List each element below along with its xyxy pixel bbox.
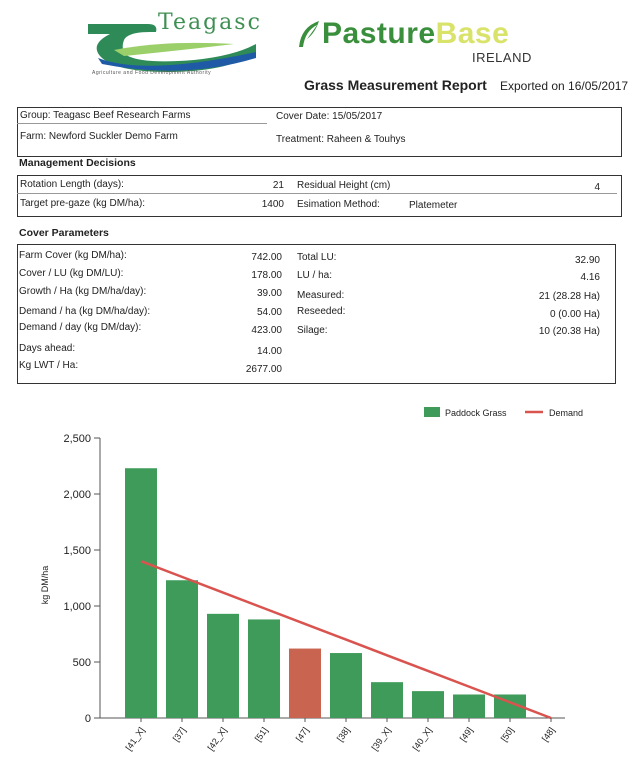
residual-height-value: 4 [594, 182, 600, 193]
group-label: Group: Teagasc Beef Research Farms [20, 110, 191, 121]
days-ahead-label: Days ahead: [19, 343, 76, 354]
bar-paddock-grass [289, 648, 321, 718]
y-tick-label: 2,000 [63, 489, 91, 501]
lu-per-ha-label: LU / ha: [297, 270, 333, 281]
measured-value: 21 (28.28 Ha) [538, 291, 600, 302]
cover-date: Cover Date: 15/05/2017 [276, 111, 383, 122]
bar-paddock-grass [166, 580, 198, 718]
x-tick-label: [51] [253, 725, 270, 743]
teagasc-logo [88, 24, 256, 72]
pasturebase-word-base: Base [435, 17, 510, 50]
residual-height-label: Residual Height (cm) [297, 180, 391, 191]
cover-parameters-heading: Cover Parameters [19, 227, 109, 239]
kg-lwt-per-ha-value: 2677.00 [245, 364, 282, 375]
target-pregraze-label: Target pre-gaze (kg DM/ha): [20, 198, 146, 209]
demand-per-ha-value: 54.00 [256, 307, 282, 318]
report-title: Grass Measurement Report [304, 77, 487, 93]
reseeded-value: 0 (0.00 Ha) [549, 309, 600, 320]
days-ahead-value: 14.00 [256, 346, 282, 357]
y-axis-label: kg DM/ha [40, 566, 50, 605]
bar-paddock-grass [371, 682, 403, 718]
bar-paddock-grass [330, 653, 362, 718]
management-heading: Management Decisions [19, 157, 136, 169]
reseeded-label: Reseeded: [297, 306, 346, 317]
bar-paddock-grass [248, 619, 280, 718]
export-date: Exported on 16/05/2017 [500, 79, 629, 93]
farm-cover-value: 742.00 [251, 252, 282, 263]
legend-label-demand: Demand [549, 408, 583, 418]
farm-label: Farm: Newford Suckler Demo Farm [20, 131, 178, 142]
rotation-length-value: 21 [272, 180, 284, 191]
kg-lwt-per-ha-label: Kg LWT / Ha: [19, 360, 79, 371]
x-tick-label: [41_X] [124, 725, 147, 752]
estimation-method-label: Esimation Method: [297, 199, 380, 210]
total-lu-label: Total LU: [297, 252, 337, 263]
pasturebase-word-pasture: Pasture [322, 17, 436, 50]
teagasc-wordmark: Teagasc [158, 10, 262, 35]
legend-swatch-grass [424, 407, 440, 417]
legend-label-grass: Paddock Grass [445, 408, 507, 418]
divider [17, 193, 617, 194]
cover-parameters-box [17, 244, 616, 384]
farm-info-box [17, 107, 622, 157]
demand-per-ha-label: Demand / ha (kg DM/ha/day): [19, 306, 151, 317]
lu-per-ha-value: 4.16 [580, 272, 600, 283]
bar-paddock-grass [125, 468, 157, 718]
x-tick-label: [49] [458, 725, 475, 743]
pasturebase-leaf-icon [299, 21, 319, 47]
x-tick-label: [50] [499, 725, 516, 743]
growth-per-ha-value: 39.00 [256, 288, 282, 299]
x-tick-label: [38] [335, 725, 352, 743]
demand-line [140, 560, 552, 720]
y-tick-label: 1,500 [63, 545, 91, 557]
x-tick-label: [47] [294, 725, 311, 743]
target-pregraze-value: 1400 [261, 199, 284, 210]
paddock-cover-chart: Paddock Grass Demand kg DM/ha 0 500 1,000 1… [40, 407, 583, 752]
y-tick-label: 2,500 [63, 433, 91, 445]
rotation-length-label: Rotation Length (days): [20, 179, 124, 190]
bar-paddock-grass [453, 694, 485, 718]
cover-per-lu-label: Cover / LU (kg DM/LU): [19, 268, 124, 279]
x-tick-label: [42_X] [206, 725, 229, 752]
pasturebase-wordmark: PastureBase [322, 17, 509, 51]
demand-per-day-value: 423.00 [251, 325, 282, 336]
cover-per-lu-value: 178.00 [251, 270, 282, 281]
y-tick-label: 500 [73, 657, 91, 669]
x-tick-label: [39_X] [370, 725, 393, 752]
measured-label: Measured: [297, 290, 345, 301]
estimation-method-value: Platemeter [409, 200, 458, 211]
bar-paddock-grass [207, 613, 239, 718]
growth-per-ha-label: Growth / Ha (kg DM/ha/day): [19, 286, 147, 297]
teagasc-tagline: Agriculture and Food Development Authori… [92, 70, 212, 76]
y-tick-label: 1,000 [63, 601, 91, 613]
farm-cover-label: Farm Cover (kg DM/ha): [19, 250, 127, 261]
x-tick-label: [48] [540, 725, 557, 743]
management-box [17, 175, 622, 217]
demand-per-day-label: Demand / day (kg DM/day): [19, 322, 142, 333]
total-lu-value: 32.90 [574, 255, 600, 266]
x-tick-label: [37] [171, 725, 188, 743]
silage-label: Silage: [297, 325, 328, 336]
silage-value: 10 (20.38 Ha) [538, 326, 600, 337]
treatment-label: Treatment: Raheen & Touhys [276, 134, 406, 145]
bar-paddock-grass [412, 691, 444, 718]
x-tick-label: [40_X] [411, 725, 434, 752]
divider [17, 123, 267, 124]
pasturebase-country: IRELAND [472, 50, 532, 65]
y-tick-label: 0 [85, 713, 91, 725]
